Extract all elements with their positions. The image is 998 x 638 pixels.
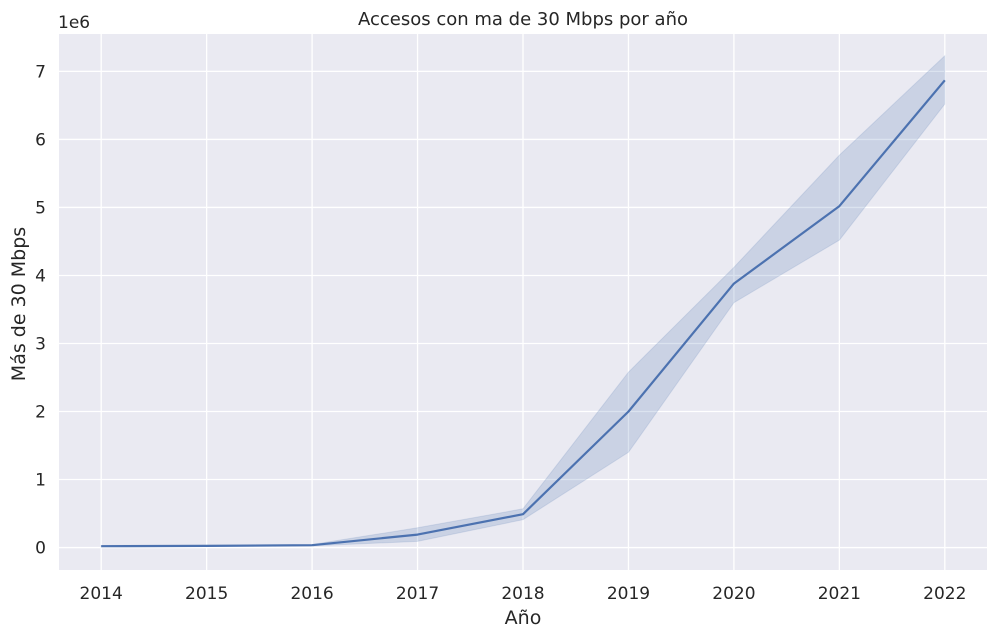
x-tick-label: 2018	[501, 584, 544, 604]
y-tick-label: 6	[35, 130, 46, 150]
y-tick-label: 3	[35, 334, 46, 354]
x-tick-label: 2016	[290, 584, 333, 604]
x-axis-label: Año	[505, 607, 542, 629]
series-line-layer	[101, 79, 946, 548]
y-tick-label: 2	[35, 403, 46, 423]
x-tick-label: 2015	[185, 584, 228, 604]
x-tick-label: 2022	[923, 584, 966, 604]
x-tick-label: 2014	[80, 584, 123, 604]
x-tick-label: 2019	[607, 584, 650, 604]
chart-title: Accesos con ma de 30 Mbps por año	[358, 9, 688, 30]
y-scale-label: 1e6	[58, 13, 90, 33]
y-tick-label: 1	[35, 471, 46, 491]
y-axis-label: Más de 30 Mbps	[8, 227, 30, 381]
x-tick-label: 2021	[818, 584, 861, 604]
x-tick-labels: 2014 2015 2016 2017 2018 2019 2020 2021 2022	[80, 584, 967, 604]
y-tick-label: 5	[35, 198, 46, 218]
y-tick-label: 0	[35, 539, 46, 559]
grid	[59, 34, 987, 570]
y-tick-labels: 0 1 2 3 4 5 6 7	[35, 62, 46, 558]
y-tick-label: 7	[35, 62, 46, 82]
x-tick-label: 2017	[396, 584, 439, 604]
x-tick-label: 2020	[712, 584, 755, 604]
y-tick-label: 4	[35, 266, 46, 286]
